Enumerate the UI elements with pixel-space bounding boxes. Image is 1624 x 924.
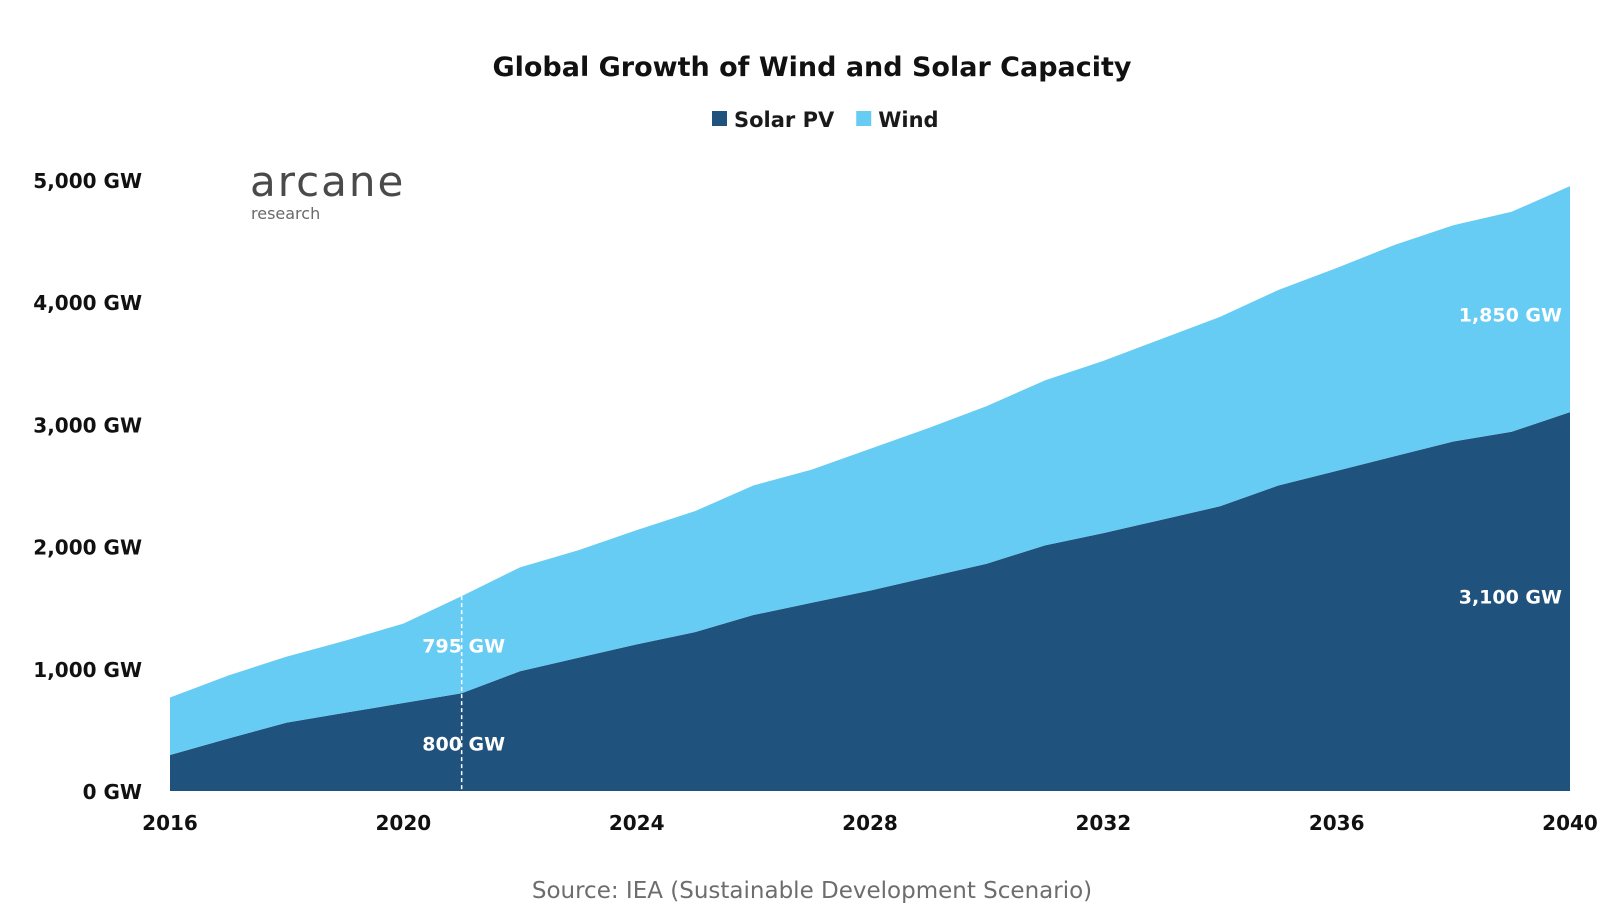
data-label: 3,100 GW bbox=[1459, 587, 1562, 609]
x-tick-label: 2024 bbox=[609, 811, 665, 835]
x-tick-label: 2028 bbox=[842, 811, 898, 835]
data-label: 795 GW bbox=[422, 636, 505, 658]
y-tick-label: 5,000 GW bbox=[33, 169, 142, 193]
x-tick-label: 2040 bbox=[1542, 811, 1598, 835]
y-axis: 0 GW 1,000 GW 2,000 GW 3,000 GW 4,000 GW 5,00… bbox=[33, 169, 142, 804]
data-label: 1,850 GW bbox=[1459, 304, 1562, 326]
legend-swatch bbox=[712, 111, 727, 126]
data-label: 800 GW bbox=[422, 733, 505, 755]
x-tick-label: 2016 bbox=[142, 811, 198, 835]
x-axis: 2016 2020 2024 2028 2032 2036 2040 bbox=[142, 811, 1598, 835]
x-tick-label: 2036 bbox=[1309, 811, 1365, 835]
y-tick-label: 0 GW bbox=[83, 780, 142, 804]
legend-label: Wind bbox=[878, 108, 938, 132]
annotations: 795 GW 800 GW 1,850 GW 3,100 GW bbox=[422, 304, 1562, 755]
source-note: Source: IEA (Sustainable Development Sce… bbox=[532, 878, 1092, 904]
legend: Solar PV Wind bbox=[712, 108, 939, 132]
y-tick-label: 1,000 GW bbox=[33, 658, 142, 682]
x-tick-label: 2032 bbox=[1075, 811, 1131, 835]
y-tick-label: 3,000 GW bbox=[33, 413, 142, 437]
area-solar-pv bbox=[170, 412, 1570, 791]
arcane-research-logo: arcane research bbox=[250, 157, 405, 223]
legend-swatch bbox=[856, 111, 872, 126]
x-tick-label: 2020 bbox=[375, 811, 431, 835]
chart-title: Global Growth of Wind and Solar Capacity bbox=[492, 52, 1131, 83]
y-tick-label: 4,000 GW bbox=[33, 291, 142, 315]
logo-sub-text: research bbox=[251, 204, 320, 223]
plot-areas bbox=[170, 186, 1570, 791]
logo-main-text: arcane bbox=[250, 157, 405, 206]
area-wind bbox=[170, 186, 1570, 755]
y-tick-label: 2,000 GW bbox=[33, 536, 142, 560]
legend-label: Solar PV bbox=[734, 108, 835, 132]
